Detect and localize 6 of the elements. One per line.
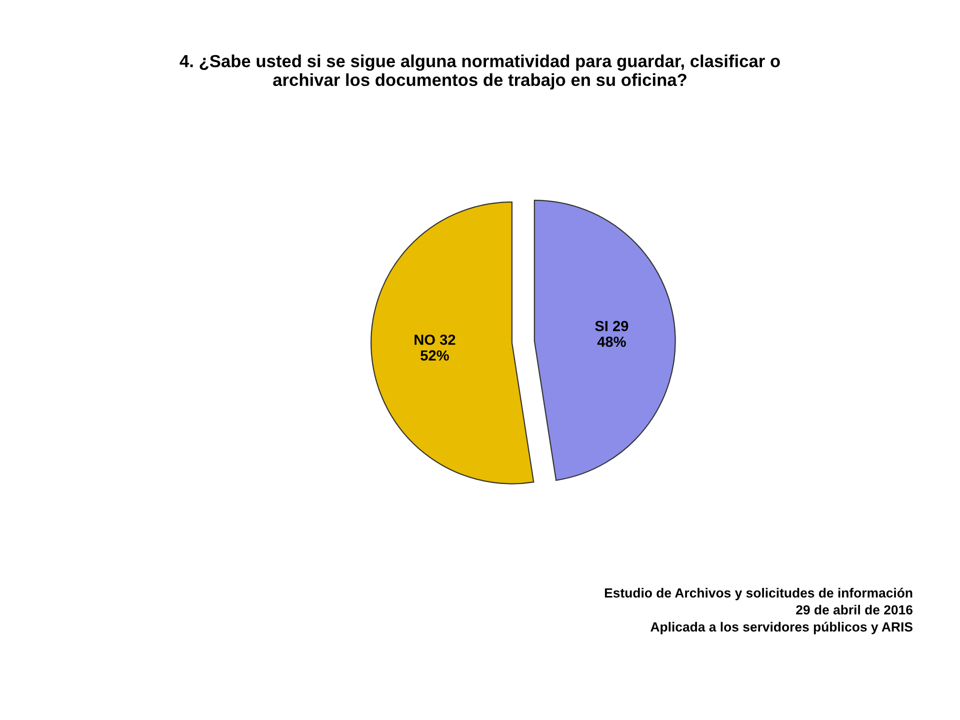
text: Estudio de Archivos y solicitudes de información (604, 588, 912, 600)
slice-label: NO 32 52% (414, 334, 456, 361)
chart-title: 4. ¿Sabe usted si se sigue alguna normatividad para guardar, clasificar o archivar los documentos de trabajo en su oficina? (180, 54, 780, 90)
text: 29 de abril de 2016 (796, 604, 912, 615)
slice-label: SI 29 48% (595, 320, 628, 347)
text: Aplicada a los servidores públicos y ARIS (650, 622, 912, 634)
